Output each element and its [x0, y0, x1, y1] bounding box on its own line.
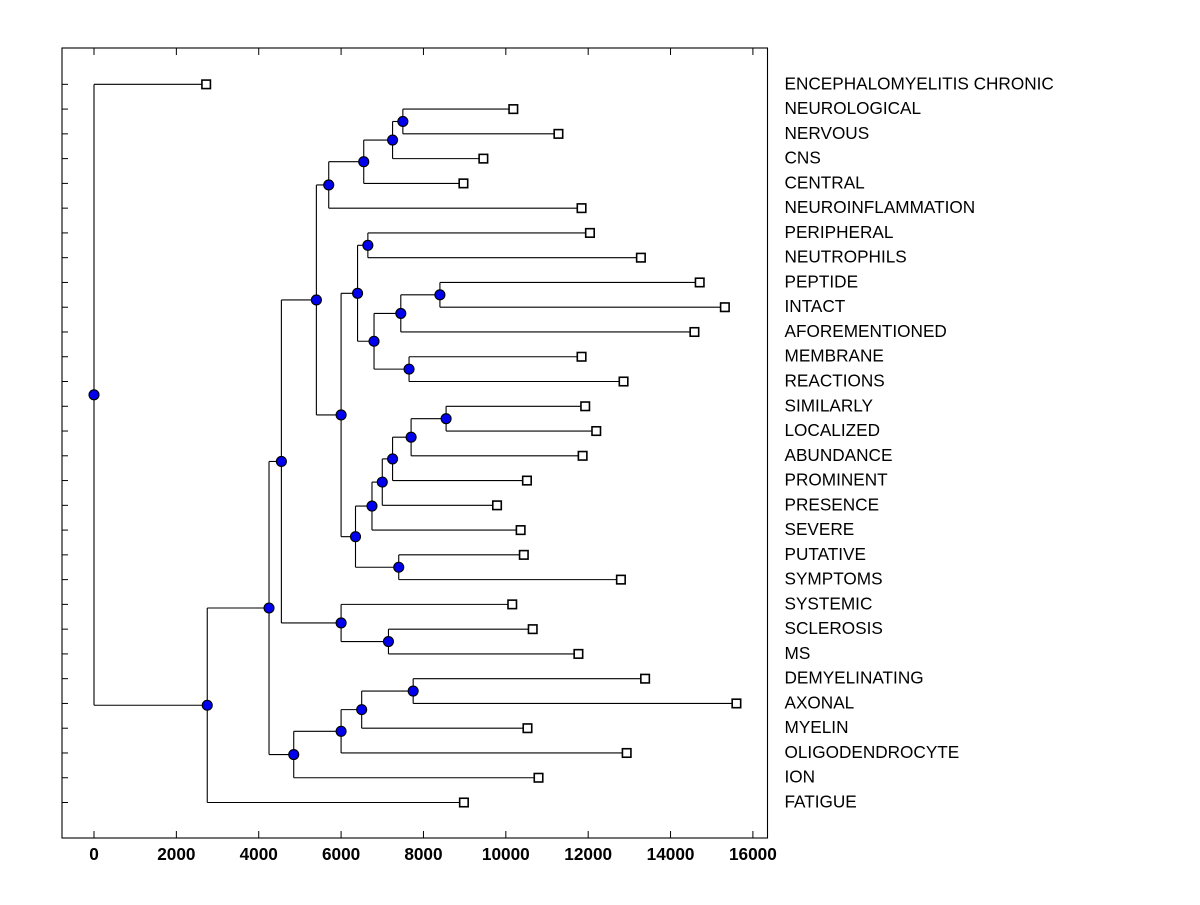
svg-text:MS: MS: [785, 643, 811, 663]
svg-text:LOCALIZED: LOCALIZED: [785, 420, 881, 440]
svg-text:OLIGODENDROCYTE: OLIGODENDROCYTE: [785, 742, 960, 762]
svg-text:0: 0: [89, 844, 99, 864]
svg-text:SIMILARLY: SIMILARLY: [785, 395, 874, 415]
svg-text:10000: 10000: [482, 844, 530, 864]
svg-text:SCLEROSIS: SCLEROSIS: [785, 618, 883, 638]
svg-text:ION: ION: [785, 767, 816, 787]
svg-text:NERVOUS: NERVOUS: [785, 123, 870, 143]
svg-text:8000: 8000: [404, 844, 442, 864]
svg-text:ENCEPHALOMYELITIS CHRONIC: ENCEPHALOMYELITIS CHRONIC: [785, 73, 1054, 93]
svg-text:DEMYELINATING: DEMYELINATING: [785, 668, 924, 688]
svg-text:NEUTROPHILS: NEUTROPHILS: [785, 247, 907, 267]
svg-text:2000: 2000: [157, 844, 195, 864]
svg-text:MYELIN: MYELIN: [785, 717, 849, 737]
svg-text:FATIGUE: FATIGUE: [785, 792, 857, 812]
svg-text:PEPTIDE: PEPTIDE: [785, 271, 859, 291]
svg-text:INTACT: INTACT: [785, 296, 846, 316]
svg-text:12000: 12000: [564, 844, 612, 864]
svg-text:16000: 16000: [729, 844, 777, 864]
svg-text:SYMPTOMS: SYMPTOMS: [785, 569, 883, 589]
svg-text:ABUNDANCE: ABUNDANCE: [785, 445, 893, 465]
svg-text:PERIPHERAL: PERIPHERAL: [785, 222, 894, 242]
svg-text:PUTATIVE: PUTATIVE: [785, 544, 867, 564]
svg-text:MEMBRANE: MEMBRANE: [785, 346, 884, 366]
svg-text:NEUROINFLAMMATION: NEUROINFLAMMATION: [785, 197, 976, 217]
svg-text:NEUROLOGICAL: NEUROLOGICAL: [785, 98, 922, 118]
svg-text:PROMINENT: PROMINENT: [785, 470, 889, 490]
svg-text:AXONAL: AXONAL: [785, 692, 855, 712]
svg-text:14000: 14000: [647, 844, 695, 864]
svg-text:CNS: CNS: [785, 148, 821, 168]
svg-text:PRESENCE: PRESENCE: [785, 494, 880, 514]
svg-text:SYSTEMIC: SYSTEMIC: [785, 593, 873, 613]
svg-text:6000: 6000: [322, 844, 360, 864]
svg-text:4000: 4000: [240, 844, 278, 864]
svg-text:SEVERE: SEVERE: [785, 519, 855, 539]
svg-text:REACTIONS: REACTIONS: [785, 371, 885, 391]
svg-text:AFOREMENTIONED: AFOREMENTIONED: [785, 321, 947, 341]
svg-text:CENTRAL: CENTRAL: [785, 172, 865, 192]
